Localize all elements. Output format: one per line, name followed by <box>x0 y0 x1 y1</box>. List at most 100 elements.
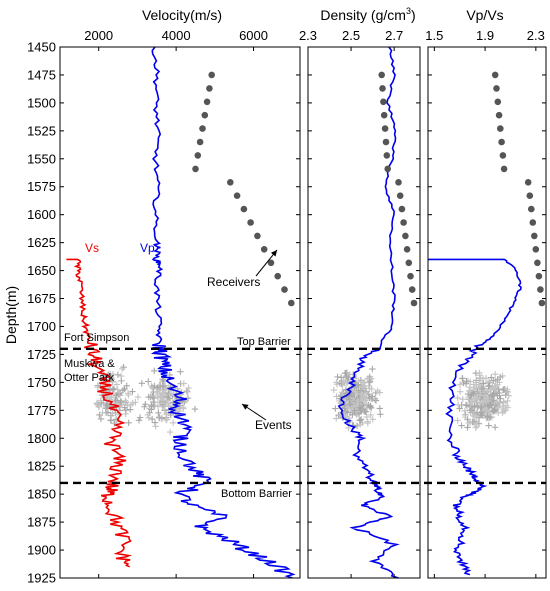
event-marker <box>112 396 119 404</box>
event-marker <box>481 396 488 404</box>
receiver-marker <box>274 272 282 280</box>
event-marker <box>361 408 369 416</box>
event-marker <box>467 418 474 426</box>
event-marker <box>363 400 370 408</box>
vpvs-log-line <box>428 258 522 576</box>
y-tick-label: 1500 <box>27 95 56 110</box>
receiver-marker <box>400 219 407 226</box>
event-marker <box>118 401 126 409</box>
event-marker <box>364 375 372 382</box>
event-marker <box>471 384 478 391</box>
event-marker <box>145 414 152 421</box>
event-marker <box>477 409 485 416</box>
y-tick-label: 1525 <box>27 123 56 138</box>
event-marker <box>459 396 466 403</box>
y-tick-label: 1750 <box>27 375 56 390</box>
receiver-marker <box>382 138 390 146</box>
event-marker <box>462 401 469 408</box>
vs-label: Vs <box>85 241 99 255</box>
depth-axis-label: Depth(m) <box>3 286 19 344</box>
event-marker <box>166 428 174 436</box>
x-tick-label: 1.9 <box>476 28 494 43</box>
event-marker <box>344 404 352 411</box>
event-marker <box>504 386 511 393</box>
event-marker <box>504 397 511 405</box>
events-arrow <box>241 403 267 421</box>
receiver-marker <box>495 111 503 119</box>
event-marker <box>346 396 353 403</box>
event-marker <box>135 417 143 424</box>
event-marker <box>160 377 167 384</box>
event-marker <box>469 397 476 405</box>
event-marker <box>337 374 345 381</box>
event-marker <box>163 416 171 423</box>
y-tick-label: 1875 <box>27 515 56 530</box>
event-marker <box>456 388 464 395</box>
receiver-marker <box>535 272 543 280</box>
event-marker <box>367 411 374 419</box>
event-marker <box>459 375 466 382</box>
vpvs-frame <box>427 46 547 579</box>
event-marker <box>497 395 504 402</box>
event-marker <box>505 392 512 399</box>
bottom-barrier-label: Bottom Barrier <box>221 488 292 500</box>
density-panel: 2.3 2.5 2.7 <box>299 28 421 579</box>
receiver-marker <box>383 152 391 159</box>
event-marker <box>465 395 472 403</box>
event-marker <box>177 368 184 375</box>
event-marker <box>364 420 372 427</box>
x-tick-label: 2000 <box>84 28 113 43</box>
events-label: Events <box>255 418 292 432</box>
vp-label: Vp <box>140 241 155 255</box>
event-marker <box>357 416 365 423</box>
event-marker <box>333 393 340 400</box>
receiver-marker <box>196 138 204 146</box>
x-tick-label: 6000 <box>239 28 268 43</box>
receiver-marker <box>203 98 211 106</box>
receiver-marker <box>528 205 535 213</box>
y-tick-label: 1450 <box>27 40 56 55</box>
y-tick-label: 1775 <box>27 403 56 418</box>
receiver-marker <box>254 232 261 240</box>
receiver-marker <box>288 299 295 307</box>
receiver-marker <box>192 165 199 173</box>
event-marker <box>337 395 344 402</box>
event-marker <box>109 371 117 378</box>
event-marker <box>486 402 494 409</box>
velocity-frame <box>59 46 301 579</box>
event-marker <box>464 424 471 431</box>
receiver-marker <box>497 125 504 132</box>
event-marker <box>480 380 487 387</box>
event-marker <box>160 403 168 410</box>
event-marker <box>485 422 492 429</box>
event-marker <box>333 415 340 422</box>
y-tick-label: 1825 <box>27 459 56 474</box>
receiver-marker <box>247 219 254 226</box>
event-marker <box>363 413 370 421</box>
event-marker <box>151 419 159 426</box>
density-log-line <box>337 46 400 579</box>
event-marker <box>122 406 130 414</box>
y-tick-label: 1900 <box>27 543 56 558</box>
event-marker <box>488 374 495 381</box>
event-marker <box>478 385 486 393</box>
event-marker <box>461 407 469 415</box>
receiver-marker <box>408 286 416 293</box>
receiver-marker <box>402 232 409 240</box>
event-marker <box>489 392 496 399</box>
vs-log-line <box>66 258 133 568</box>
event-marker <box>499 409 506 416</box>
event-marker <box>104 402 111 410</box>
receiver-marker <box>233 192 241 199</box>
event-marker <box>358 390 365 398</box>
event-marker <box>465 387 473 395</box>
event-marker <box>153 388 161 395</box>
event-marker <box>127 401 135 408</box>
receiver-marker <box>500 165 508 173</box>
y-tick-label: 1925 <box>27 571 56 586</box>
event-marker <box>494 376 501 383</box>
receivers-arrow <box>255 249 278 277</box>
receiver-marker <box>281 286 288 293</box>
event-marker <box>159 397 167 404</box>
